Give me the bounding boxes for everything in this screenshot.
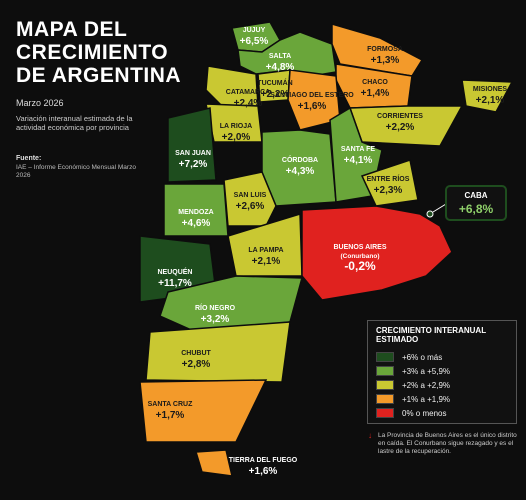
province xyxy=(461,79,514,113)
province-value: +11,7% xyxy=(158,278,192,289)
note: La Provincia de Buenos Aires es el único… xyxy=(378,432,517,455)
title-line: DE ARGENTINA xyxy=(16,64,182,87)
legend-title: CRECIMIENTO INTERANUAL ESTIMADO xyxy=(376,326,486,344)
province-name: NEUQUÉN xyxy=(157,267,192,276)
province-value: +1,6% xyxy=(298,101,327,112)
province-value: +7,2% xyxy=(179,159,208,170)
province-name: CORRIENTES xyxy=(377,113,423,120)
province xyxy=(139,379,268,443)
province-value: +1,3% xyxy=(371,55,400,66)
source: IAE – Informe Económico Mensual Marzo 20… xyxy=(16,164,136,179)
legend-swatch xyxy=(376,380,394,390)
province-value: -0,2% xyxy=(344,259,376,273)
legend-item: +6% o más xyxy=(376,350,508,364)
province xyxy=(195,449,233,477)
province-name: SAN LUIS xyxy=(234,192,267,199)
province-value: +2,2% xyxy=(261,89,290,100)
province-value: +1,6% xyxy=(249,466,278,477)
province-value: +4,6% xyxy=(182,218,211,229)
legend-swatch xyxy=(376,408,394,418)
legend-swatch xyxy=(376,352,394,362)
subtitle: Variación interanual estimada de la acti… xyxy=(16,114,133,132)
province xyxy=(301,205,453,301)
province-name: MISIONES xyxy=(473,86,508,93)
date: Marzo 2026 xyxy=(16,98,64,108)
province-name: LA PAMPA xyxy=(248,247,283,254)
legend: CRECIMIENTO INTERANUAL ESTIMADO +6% o má… xyxy=(367,320,517,424)
province-name: BUENOS AIRES xyxy=(333,244,386,251)
legend-items: +6% o más +3% a +5,9% +2% a +2,9% +1% a +1,… xyxy=(376,350,508,420)
province-value: +4,3% xyxy=(286,166,315,177)
province-name: SANTIAGO DEL ESTERO xyxy=(270,92,354,99)
province-name: TIERRA DEL FUEGO xyxy=(229,457,298,464)
caba-name: CABA xyxy=(464,191,487,200)
province-name: CÓRDOBA xyxy=(282,155,318,164)
province-name: RÍO NEGRO xyxy=(195,303,236,312)
legend-label: +6% o más xyxy=(402,352,443,362)
province-name: LA RIOJA xyxy=(220,123,252,130)
title-line: CRECIMIENTO xyxy=(16,41,169,64)
legend-swatch xyxy=(376,394,394,404)
province-value: +2,2% xyxy=(386,122,415,133)
legend-item: +1% a +1,9% xyxy=(376,392,508,406)
province-value: +4,1% xyxy=(344,155,373,166)
province-value: +2,1% xyxy=(476,95,505,106)
legend-label: +2% a +2,9% xyxy=(402,380,451,390)
province-value: +2,8% xyxy=(182,359,211,370)
province-name: TUCUMÁN xyxy=(257,78,292,87)
province-name: MENDOZA xyxy=(178,209,213,216)
caba-value: +6,8% xyxy=(459,202,494,216)
province xyxy=(167,107,217,183)
caba-box xyxy=(445,185,507,221)
province-name: CHUBUT xyxy=(181,350,211,357)
province-name: CATAMARCA xyxy=(226,89,270,96)
province-name: FORMOSA xyxy=(367,46,403,53)
province-value: +4,8% xyxy=(266,62,295,73)
caba-dot xyxy=(426,210,434,218)
caba-leader xyxy=(432,203,447,213)
province-value: +6,5% xyxy=(240,36,269,47)
province-name: CHACO xyxy=(362,79,388,86)
province-subtitle: (Conurbano) xyxy=(341,253,380,260)
province-value: +1,4% xyxy=(361,88,390,99)
province-name: SAN JUAN xyxy=(175,150,211,157)
province-value: +3,2% xyxy=(201,314,230,325)
province xyxy=(287,69,341,131)
title-line: MAPA DEL xyxy=(16,18,128,41)
legend-swatch xyxy=(376,366,394,376)
province-name: JUJUY xyxy=(243,27,266,34)
title: MAPA DEL CRECIMIENTO DE ARGENTINA xyxy=(16,18,181,87)
province-value: +2,0% xyxy=(222,132,251,143)
province-value: +2,3% xyxy=(374,185,403,196)
province xyxy=(145,321,291,383)
legend-label: +1% a +1,9% xyxy=(402,394,451,404)
province-name: SANTA CRUZ xyxy=(148,401,193,408)
province-name: SANTA FE xyxy=(341,146,376,153)
province-value: +1,7% xyxy=(156,410,185,421)
province-value: +2,6% xyxy=(236,201,265,212)
legend-item: +2% a +2,9% xyxy=(376,378,508,392)
note-icon: ↓ xyxy=(368,431,372,440)
province-value: +2,1% xyxy=(252,256,281,267)
legend-label: +3% a +5,9% xyxy=(402,366,451,376)
province-value: +2,4% xyxy=(234,98,263,109)
source-label: Fuente: xyxy=(16,155,42,162)
legend-item: +3% a +5,9% xyxy=(376,364,508,378)
legend-item: 0% o menos xyxy=(376,406,508,420)
province-name: ENTRE RÍOS xyxy=(367,174,410,183)
legend-label: 0% o menos xyxy=(402,408,447,418)
province-name: SALTA xyxy=(269,53,291,60)
province xyxy=(360,159,419,207)
